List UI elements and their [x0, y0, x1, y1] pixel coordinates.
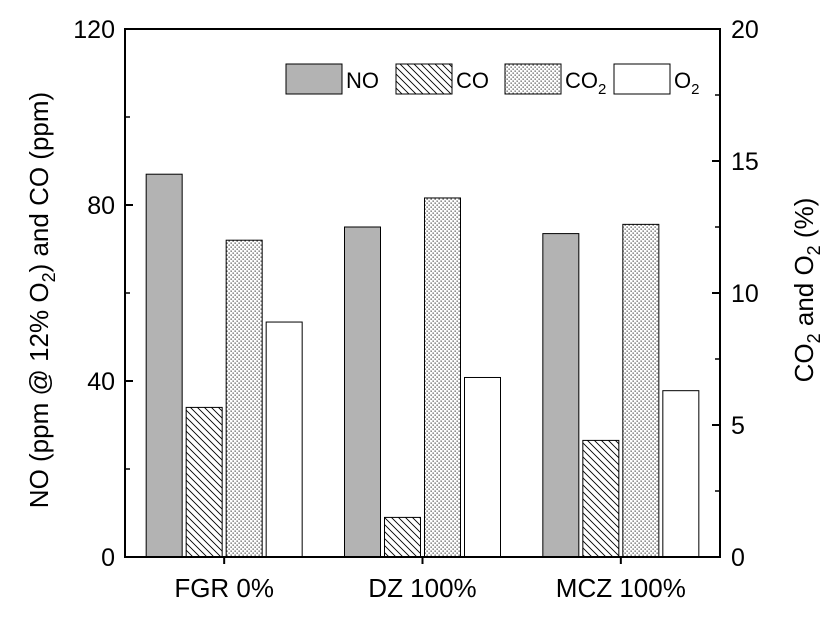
left-tick-label: 0	[101, 544, 115, 572]
bar-o2-dz-100	[464, 376, 501, 558]
right-tick-label: 15	[731, 148, 759, 176]
bar-co2-mcz-100	[622, 223, 660, 558]
legend-label-co2: CO2	[565, 68, 606, 98]
right-tick-label: 0	[731, 544, 745, 572]
legend-swatch-o2	[613, 63, 671, 95]
left-tick-label: 40	[87, 368, 115, 396]
bars-layer	[145, 173, 700, 558]
left-tick-label: 120	[73, 16, 115, 44]
x-tick-label-fgr-0: FGR 0%	[174, 573, 274, 603]
right-axis-label: CO2 and O2 (%)	[789, 198, 824, 383]
axes-layer: 0 40 80 120 0 5 10 15 20 FGR 0% DZ 100% MCZ 100%	[73, 16, 759, 603]
legend-label-no: NO	[346, 68, 379, 93]
bar-co2-dz-100	[424, 197, 461, 558]
left-tick-label: 80	[87, 192, 115, 220]
right-tick-label: 20	[731, 16, 759, 44]
bar-no-fgr-0	[145, 173, 183, 558]
bar-no-dz-100	[344, 226, 381, 558]
right-tick-label: 5	[731, 412, 745, 440]
bar-co-mcz-100	[582, 439, 620, 558]
right-tick-label: 10	[731, 280, 759, 308]
bar-co-dz-100	[384, 516, 421, 558]
legend-swatch-co2	[504, 63, 562, 95]
x-tick-label-dz-100: DZ 100%	[368, 573, 476, 603]
bar-o2-fgr-0	[265, 321, 303, 558]
bar-co-fgr-0	[185, 406, 223, 558]
left-axis-label: NO (ppm @ 12% O2) and CO (ppm)	[24, 92, 59, 508]
legend-label-co: CO	[456, 68, 489, 93]
legend-swatch-co	[395, 63, 453, 95]
x-tick-label-mcz-100: MCZ 100%	[556, 573, 686, 603]
legend-label-o2: O2	[674, 68, 699, 98]
bar-co2-fgr-0	[225, 239, 263, 558]
bar-o2-mcz-100	[662, 390, 700, 558]
bar-no-mcz-100	[542, 233, 580, 558]
legend-swatch-no	[285, 63, 343, 95]
legend: NO CO CO2 O2	[285, 63, 699, 98]
